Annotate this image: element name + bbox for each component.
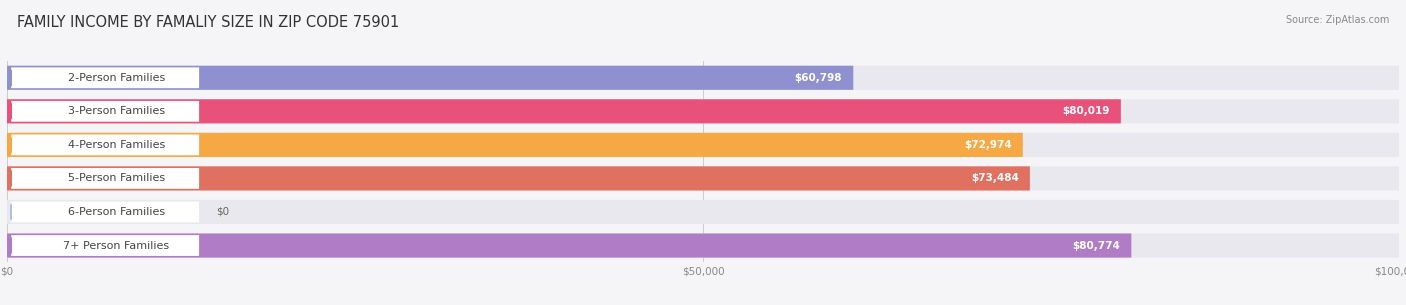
- FancyBboxPatch shape: [7, 133, 1022, 157]
- FancyBboxPatch shape: [11, 168, 200, 189]
- Text: 2-Person Families: 2-Person Families: [67, 73, 165, 83]
- FancyBboxPatch shape: [7, 99, 1121, 124]
- Text: FAMILY INCOME BY FAMALIY SIZE IN ZIP CODE 75901: FAMILY INCOME BY FAMALIY SIZE IN ZIP COD…: [17, 15, 399, 30]
- Text: 4-Person Families: 4-Person Families: [67, 140, 165, 150]
- Text: 3-Person Families: 3-Person Families: [67, 106, 165, 116]
- Text: $80,774: $80,774: [1073, 241, 1121, 250]
- FancyBboxPatch shape: [11, 135, 200, 155]
- Text: 7+ Person Families: 7+ Person Families: [63, 241, 170, 250]
- FancyBboxPatch shape: [7, 66, 853, 90]
- FancyBboxPatch shape: [7, 233, 1399, 258]
- Text: $0: $0: [217, 207, 229, 217]
- FancyBboxPatch shape: [7, 66, 1399, 90]
- FancyBboxPatch shape: [7, 200, 1399, 224]
- Text: $72,974: $72,974: [965, 140, 1012, 150]
- Text: $73,484: $73,484: [972, 174, 1019, 183]
- FancyBboxPatch shape: [11, 235, 200, 256]
- Text: $80,019: $80,019: [1063, 106, 1109, 116]
- FancyBboxPatch shape: [11, 67, 200, 88]
- Text: Source: ZipAtlas.com: Source: ZipAtlas.com: [1285, 15, 1389, 25]
- FancyBboxPatch shape: [7, 99, 1399, 124]
- FancyBboxPatch shape: [7, 133, 1399, 157]
- FancyBboxPatch shape: [7, 166, 1029, 191]
- FancyBboxPatch shape: [11, 101, 200, 122]
- Text: 5-Person Families: 5-Person Families: [67, 174, 165, 183]
- Text: $60,798: $60,798: [794, 73, 842, 83]
- Text: 6-Person Families: 6-Person Families: [67, 207, 165, 217]
- FancyBboxPatch shape: [7, 233, 1132, 258]
- FancyBboxPatch shape: [7, 166, 1399, 191]
- FancyBboxPatch shape: [11, 202, 200, 222]
